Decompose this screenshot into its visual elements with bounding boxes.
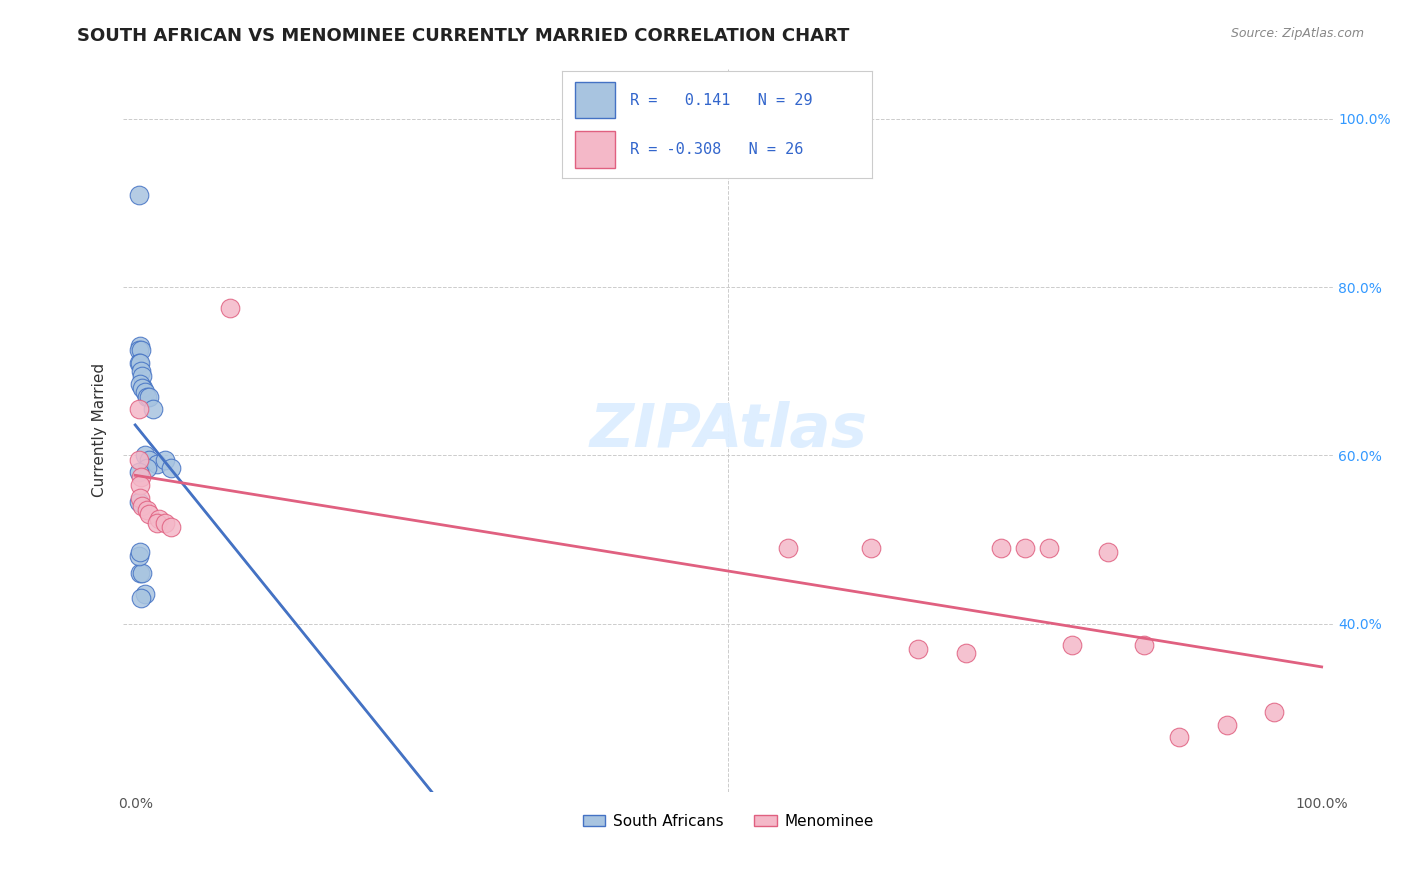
Point bbox=[134, 449, 156, 463]
FancyBboxPatch shape bbox=[575, 131, 614, 168]
Point bbox=[129, 545, 152, 559]
Point bbox=[131, 381, 153, 395]
Text: SOUTH AFRICAN VS MENOMINEE CURRENTLY MARRIED CORRELATION CHART: SOUTH AFRICAN VS MENOMINEE CURRENTLY MAR… bbox=[77, 27, 849, 45]
Y-axis label: Currently Married: Currently Married bbox=[93, 363, 107, 498]
Point bbox=[134, 385, 156, 400]
Point bbox=[128, 187, 150, 202]
Point bbox=[129, 339, 152, 353]
Point bbox=[134, 587, 156, 601]
Text: Source: ZipAtlas.com: Source: ZipAtlas.com bbox=[1230, 27, 1364, 40]
Point bbox=[153, 516, 176, 530]
Point bbox=[138, 452, 160, 467]
Point bbox=[1263, 705, 1285, 719]
FancyBboxPatch shape bbox=[575, 82, 614, 119]
Point bbox=[907, 642, 929, 657]
Point bbox=[1062, 638, 1084, 652]
Point bbox=[1132, 638, 1154, 652]
Text: ZIPAtlas: ZIPAtlas bbox=[589, 401, 868, 459]
Point bbox=[129, 364, 152, 378]
Point bbox=[129, 491, 152, 505]
Point bbox=[159, 520, 181, 534]
Point bbox=[1168, 731, 1191, 745]
Legend: South Africans, Menominee: South Africans, Menominee bbox=[576, 808, 880, 835]
Point bbox=[138, 508, 160, 522]
Point bbox=[145, 516, 167, 530]
Point bbox=[129, 469, 152, 483]
Text: R =   0.141   N = 29: R = 0.141 N = 29 bbox=[630, 93, 813, 108]
Point bbox=[131, 368, 153, 383]
Point bbox=[128, 356, 150, 370]
Point bbox=[129, 356, 152, 370]
Point bbox=[128, 494, 150, 508]
Point bbox=[131, 566, 153, 581]
Point bbox=[132, 381, 155, 395]
Point bbox=[159, 461, 181, 475]
Point bbox=[1014, 541, 1036, 555]
Point bbox=[990, 541, 1012, 555]
Point bbox=[1097, 545, 1119, 559]
Point bbox=[1215, 717, 1237, 731]
Point bbox=[128, 343, 150, 358]
Point bbox=[128, 465, 150, 479]
Point bbox=[148, 511, 170, 525]
Point bbox=[142, 402, 165, 417]
Point bbox=[136, 390, 159, 404]
Point bbox=[129, 566, 152, 581]
Point bbox=[128, 402, 150, 417]
Point bbox=[129, 591, 152, 606]
Point bbox=[1038, 541, 1060, 555]
Point bbox=[153, 452, 176, 467]
Point bbox=[219, 301, 242, 316]
Point bbox=[128, 452, 150, 467]
Point bbox=[138, 390, 160, 404]
Point bbox=[776, 541, 799, 555]
Point bbox=[128, 549, 150, 564]
Text: R = -0.308   N = 26: R = -0.308 N = 26 bbox=[630, 142, 804, 157]
Point bbox=[131, 499, 153, 513]
Point bbox=[136, 503, 159, 517]
Point bbox=[136, 461, 159, 475]
Point bbox=[859, 541, 882, 555]
Point bbox=[129, 343, 152, 358]
Point bbox=[955, 646, 977, 660]
Point bbox=[129, 376, 152, 391]
Point bbox=[129, 478, 152, 492]
Point bbox=[145, 457, 167, 471]
